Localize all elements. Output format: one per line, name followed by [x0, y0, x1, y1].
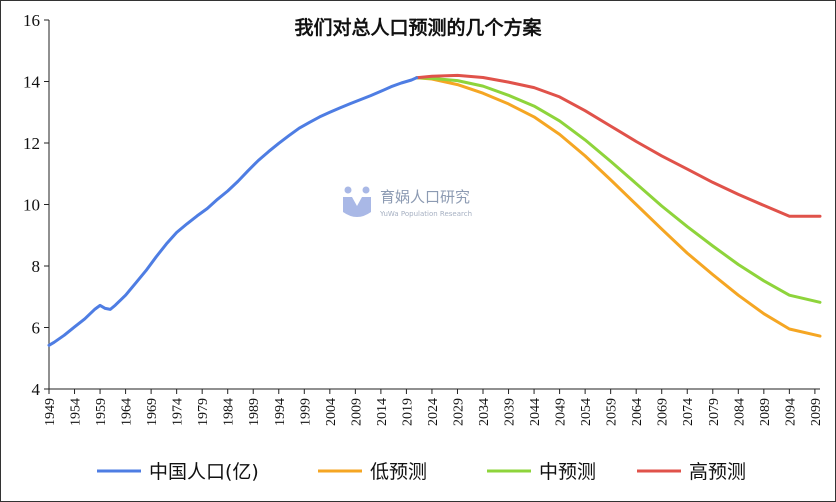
chart-title: 我们对总人口预测的几个方案: [294, 16, 542, 39]
x-tick-label: 2024: [426, 398, 441, 426]
x-tick-label: 2079: [707, 398, 722, 426]
x-tick-label: 1954: [69, 398, 84, 426]
y-tick-label: 6: [32, 319, 41, 338]
y-tick-label: 10: [23, 196, 40, 215]
x-tick-label: 2004: [324, 398, 339, 426]
series-line-0: [47, 76, 419, 347]
x-tick-label: 1964: [120, 398, 135, 426]
x-tick-label: 2049: [554, 398, 569, 426]
watermark-subtitle: YuWa Population Research: [379, 210, 472, 218]
x-tick-label: 1984: [222, 398, 237, 426]
x-tick-label: 2099: [809, 398, 824, 426]
series-line-1: [415, 76, 822, 338]
x-tick-label: 2084: [732, 398, 747, 426]
y-tick-label: 8: [32, 257, 41, 276]
x-tick-label: 2089: [758, 398, 773, 426]
y-tick-label: 16: [23, 11, 40, 30]
x-tick-label: 2059: [605, 398, 620, 426]
x-tick-label: 1974: [171, 398, 186, 426]
legend-label-1: 低预测: [370, 461, 427, 483]
x-tick-label: 2094: [783, 398, 798, 426]
x-tick-label: 2054: [579, 398, 594, 426]
legend-label-3: 高预测: [689, 461, 746, 483]
axes: 4 6 8 10 12 14 16 1949 1954 1959 1964 1969 1974 1979 1…: [23, 11, 824, 426]
x-tick-label: 1969: [145, 398, 160, 426]
y-tick-label: 4: [32, 380, 41, 399]
watermark-title: 育娲人口研究: [380, 188, 470, 206]
x-tick-label: 1999: [298, 398, 313, 426]
x-tick-label: 2064: [630, 398, 645, 426]
series-line-3: [415, 73, 822, 218]
legend-label-2: 中预测: [539, 461, 596, 483]
x-tick-label: 2074: [681, 398, 696, 426]
x-tick-label: 1959: [94, 398, 109, 426]
series-lines: [47, 73, 822, 347]
series-line-2: [415, 76, 822, 304]
x-tick-label: 1979: [196, 398, 211, 426]
x-tick-label: 1949: [43, 398, 58, 426]
yuwa-logo-icon: [343, 186, 371, 217]
watermark: 育娲人口研究 YuWa Population Research: [343, 186, 472, 218]
y-tick-label: 14: [23, 73, 41, 92]
x-tick-label: 2009: [349, 398, 364, 426]
x-tick-label: 2044: [528, 398, 543, 426]
x-tick-label: 2069: [656, 398, 671, 426]
x-tick-label: 2014: [375, 398, 390, 426]
legend-label-0: 中国人口(亿): [149, 461, 259, 483]
legend: 中国人口(亿) 低预测 中预测 高预测: [97, 461, 746, 483]
x-tick-label: 2039: [503, 398, 518, 426]
y-tick-label: 12: [23, 134, 40, 153]
x-tick-label: 1989: [247, 398, 262, 426]
x-tick-label: 2034: [477, 398, 492, 426]
x-tick-label: 1994: [273, 398, 288, 426]
x-tick-label: 2019: [400, 398, 415, 426]
x-tick-label: 2029: [451, 398, 466, 426]
